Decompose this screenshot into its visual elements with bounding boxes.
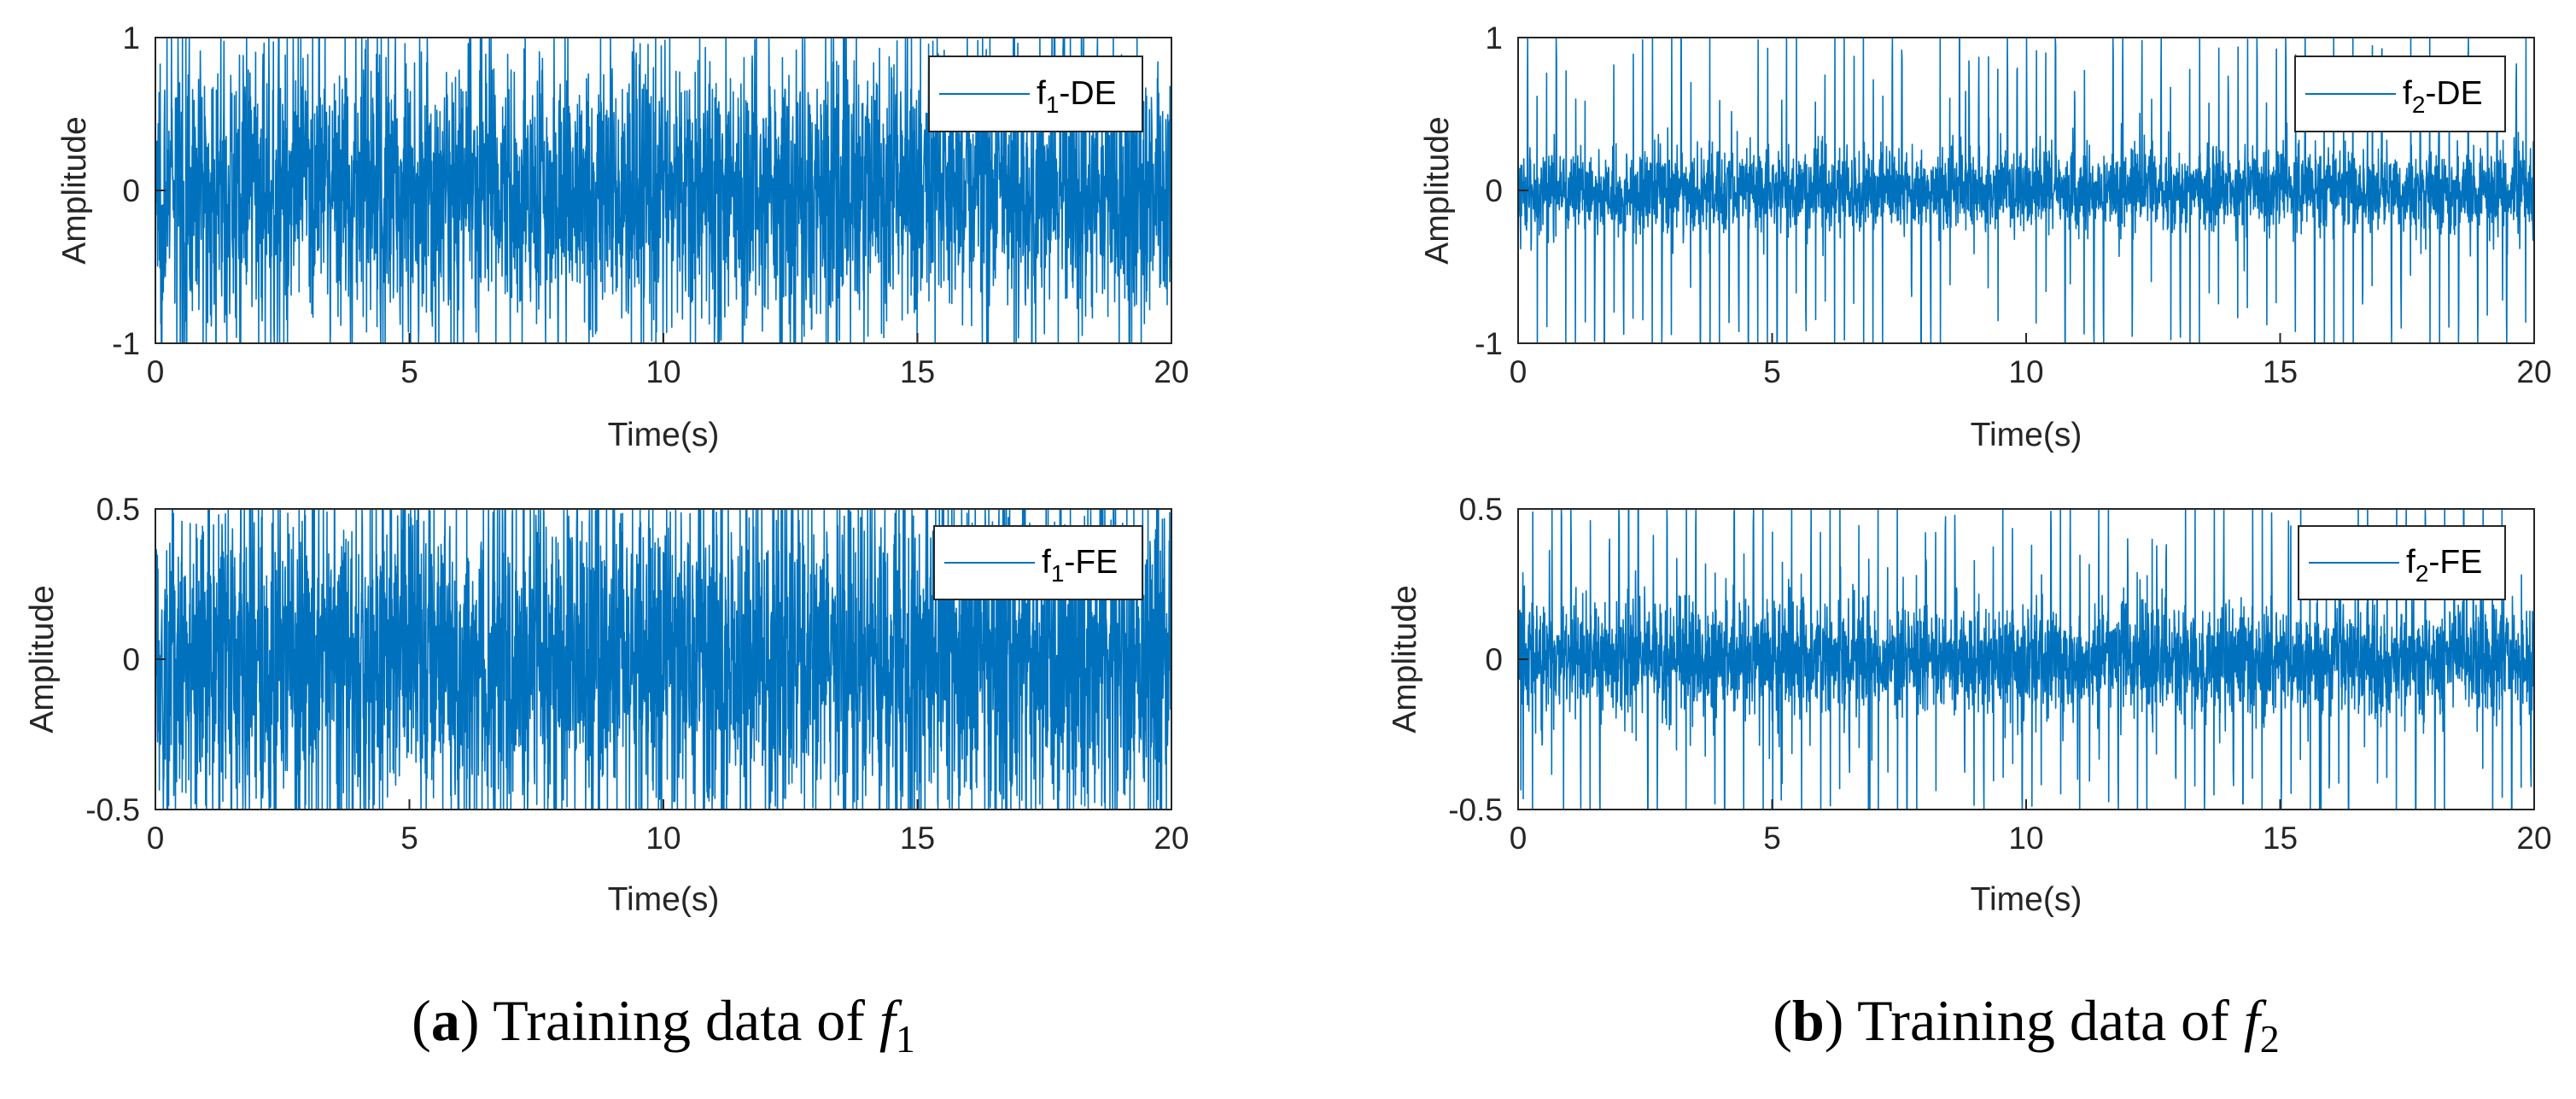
f1-de-legend: f1-DE	[928, 56, 1143, 132]
f1-fe-xtick-label: 15	[900, 821, 935, 856]
svg-text:f1-DE: f1-DE	[1037, 75, 1117, 118]
f2-de-ylabel: Amplitude	[1419, 116, 1456, 264]
f1-de-legend-suffix: -DE	[1059, 75, 1116, 112]
subplot-f2-fe: 0 5 10 15 20-0.500.5 Time(s) Amplitude f2-FE	[1387, 492, 2552, 918]
f1-fe-ytick-label: -0.5	[85, 792, 140, 827]
f2-de-xtick-label: 5	[1763, 354, 1781, 389]
caption-b-label: b	[1792, 988, 1825, 1053]
caption-b: (b) Training data of f2	[1773, 988, 2279, 1061]
f1-de-ytick-label: 0	[122, 173, 140, 208]
f2-de-xtick-label: 20	[2516, 354, 2551, 389]
caption-a-sub: 1	[896, 1017, 915, 1061]
f2-fe-legend-suffix: -FE	[2428, 544, 2482, 581]
f2-de-ytick-label: 1	[1485, 20, 1503, 56]
f1-fe-xtick-label: 20	[1154, 821, 1189, 856]
f2-de-legend-base: f	[2403, 75, 2412, 112]
svg-text:f2-DE: f2-DE	[2403, 75, 2483, 118]
f1-fe-xtick-label: 0	[147, 821, 165, 856]
subplot-f1-de: 0 5 10 15 20-101 Time(s) Amplitude f1-DE	[56, 20, 1189, 453]
f2-de-trace	[1517, 37, 2535, 344]
f2-fe-ylabel: Amplitude	[1387, 585, 1423, 733]
f2-fe-xtick-label: 10	[2008, 821, 2043, 856]
f1-fe-ylabel: Amplitude	[24, 585, 61, 733]
f1-de-legend-sub: 1	[1046, 91, 1060, 118]
f2-fe-xtick-label: 15	[2263, 821, 2298, 856]
svg-text:f2-FE: f2-FE	[2406, 544, 2482, 587]
f2-fe-ticks: 0 5 10 15 20-0.500.5	[1448, 492, 2551, 856]
f2-fe-signal-series	[1517, 508, 2535, 810]
caption-a-label: a	[431, 988, 460, 1053]
f2-de-xlabel: Time(s)	[1971, 417, 2082, 453]
caption-b-text: Training data of	[1857, 988, 2244, 1053]
f1-fe-legend-sub: 1	[1051, 560, 1065, 587]
f1-de-xtick-label: 0	[147, 354, 165, 389]
f1-fe-ticks: 0 5 10 15 20-0.500.5	[85, 492, 1189, 856]
f2-fe-trace	[1517, 508, 2535, 810]
f1-de-ytick-label: 1	[122, 20, 140, 56]
f2-fe-xtick-label: 0	[1510, 821, 1527, 856]
f1-fe-legend-suffix: -FE	[1064, 544, 1118, 581]
f2-fe-ytick-label: -0.5	[1448, 792, 1503, 827]
f1-de-xtick-label: 15	[900, 354, 935, 389]
f1-fe-legend-base: f	[1042, 544, 1051, 581]
svg-text:f1-FE: f1-FE	[1042, 544, 1118, 587]
f1-de-xtick-label: 10	[645, 354, 681, 389]
f2-de-ticks: 0 5 10 15 20-101	[1475, 20, 2551, 389]
f2-de-signal-series	[1517, 37, 2535, 344]
f1-fe-trace	[155, 508, 1172, 810]
f2-de-legend-suffix: -DE	[2425, 75, 2482, 112]
caption-a-text: Training data of	[493, 988, 879, 1053]
subplot-f1-fe: 0 5 10 15 20-0.500.5 Time(s) Amplitude f1-FE	[24, 492, 1189, 918]
f2-fe-xtick-label: 20	[2516, 821, 2551, 856]
f1-de-xlabel: Time(s)	[608, 417, 720, 453]
f1-de-trace	[155, 37, 1172, 344]
f2-de-xtick-label: 15	[2263, 354, 2298, 389]
f1-de-ticks: 0 5 10 15 20-101	[112, 20, 1189, 389]
f1-de-signal-series	[155, 37, 1172, 344]
f1-fe-signal-series	[155, 508, 1172, 810]
f1-de-ylabel: Amplitude	[56, 116, 93, 264]
f1-de-xtick-label: 5	[400, 354, 418, 389]
f2-fe-legend-base: f	[2406, 544, 2415, 581]
f1-de-ytick-label: -1	[112, 326, 140, 361]
f1-fe-ytick-label: 0.5	[96, 492, 140, 527]
f1-fe-xlabel: Time(s)	[608, 881, 720, 918]
caption-b-sub: 2	[2260, 1017, 2280, 1061]
f1-fe-ytick-label: 0	[122, 642, 140, 677]
f2-de-ytick-label: 0	[1485, 173, 1503, 208]
f1-fe-xtick-label: 5	[400, 821, 418, 856]
subplot-f2-de: 0 5 10 15 20-101 Time(s) Amplitude f2-DE	[1419, 20, 2552, 453]
f2-de-legend-sub: 2	[2412, 91, 2426, 118]
f2-fe-ytick-label: 0.5	[1459, 492, 1503, 527]
f2-de-legend: f2-DE	[2294, 56, 2506, 132]
f1-fe-legend: f1-FE	[933, 525, 1143, 600]
caption-a: (a) Training data of f1	[412, 988, 915, 1061]
f2-fe-legend: f2-FE	[2298, 525, 2506, 600]
f2-fe-legend-sub: 2	[2415, 560, 2429, 587]
f2-fe-ytick-label: 0	[1485, 642, 1503, 677]
f1-fe-xtick-label: 10	[645, 821, 681, 856]
f2-fe-xlabel: Time(s)	[1971, 881, 2082, 918]
f2-de-xtick-label: 0	[1510, 354, 1527, 389]
f2-de-ytick-label: -1	[1475, 326, 1503, 361]
f2-de-xtick-label: 10	[2008, 354, 2043, 389]
f2-fe-xtick-label: 5	[1763, 821, 1781, 856]
f1-de-legend-base: f	[1037, 75, 1046, 112]
f1-de-xtick-label: 20	[1154, 354, 1189, 389]
